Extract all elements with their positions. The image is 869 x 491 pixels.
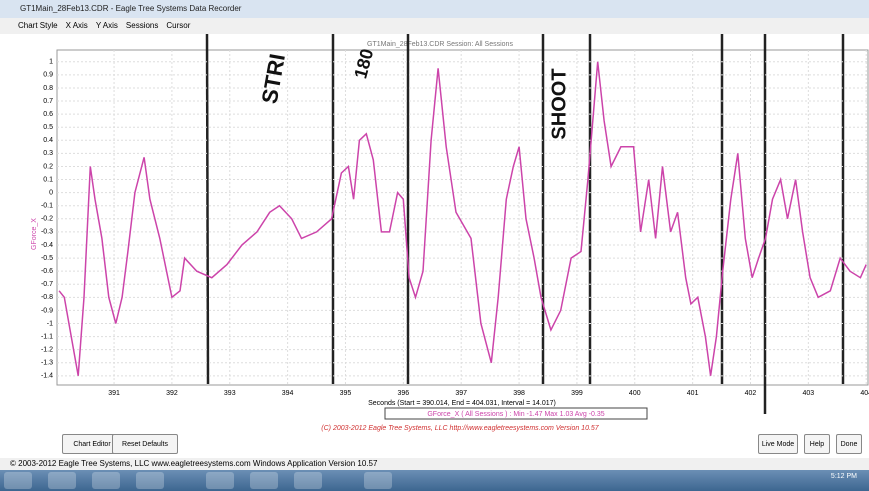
taskbar-icon[interactable]	[364, 472, 392, 489]
start-button[interactable]	[4, 472, 32, 489]
y-tick-label: -0.1	[41, 203, 53, 210]
y-tick-label: 0	[49, 189, 53, 196]
menu-item[interactable]: Y Axis	[95, 21, 118, 30]
legend-box	[384, 407, 648, 420]
y-tick-label: -1.3	[41, 360, 53, 367]
chart: GT1Main_28Feb13.CDR Session: All Session…	[31, 34, 869, 432]
x-tick-label: 401	[687, 390, 699, 397]
taskbar: 5:12 PM	[0, 470, 869, 491]
y-tick-label: 0.6	[43, 111, 53, 118]
y-tick-label: -0.9	[41, 307, 53, 314]
chart-title: GT1Main_28Feb13.CDR Session: All Session…	[367, 41, 513, 48]
taskbar-icon[interactable]	[206, 472, 234, 489]
taskbar-icon[interactable]	[294, 472, 322, 489]
x-tick-label: 393	[224, 390, 236, 397]
x-tick-label: 392	[166, 390, 178, 397]
y-tick-label: -0.7	[41, 281, 53, 288]
y-tick-label: 0.4	[43, 137, 53, 144]
menu-bar: Chart Style X Axis Y Axis Sessions Cursor	[0, 18, 869, 34]
y-tick-label: 0.7	[43, 98, 53, 105]
y-tick-label: -0.2	[41, 216, 53, 223]
menu-item[interactable]: Cursor	[166, 21, 191, 30]
x-axis-label: Seconds (Start = 390.014, End = 404.031,…	[368, 400, 556, 407]
x-tick-label: 403	[803, 390, 815, 397]
title-bar: GT1Main_28Feb13.CDR - Eagle Tree Systems…	[0, 0, 869, 18]
button[interactable]: Reset Defaults	[112, 434, 178, 454]
x-tick-label: 396	[397, 390, 409, 397]
y-tick-label: 0.2	[43, 163, 53, 170]
menu-item[interactable]: Chart Style	[18, 21, 58, 30]
handwritten-annotation: SHOOT	[548, 68, 570, 139]
x-tick-label: 399	[571, 390, 583, 397]
button[interactable]: Help	[804, 434, 830, 454]
menu-item[interactable]: X Axis	[65, 21, 88, 30]
y-tick-label: 0.8	[43, 85, 53, 92]
taskbar-icon[interactable]	[250, 472, 278, 489]
x-tick-label: 395	[340, 390, 352, 397]
y-tick-label: 0.5	[43, 124, 53, 131]
y-tick-label: -1.4	[41, 373, 53, 380]
x-tick-label: 400	[629, 390, 641, 397]
y-tick-label: -0.8	[41, 294, 53, 301]
y-tick-label: -1	[47, 320, 53, 327]
y-tick-label: -0.5	[41, 255, 53, 262]
menu-item[interactable]: Sessions	[125, 21, 159, 30]
clock: 5:12 PM	[830, 473, 857, 480]
plot-area	[56, 49, 869, 386]
y-tick-label: -1.1	[41, 333, 53, 340]
taskbar-icon[interactable]	[92, 472, 120, 489]
x-tick-label: 397	[455, 390, 467, 397]
x-tick-label: 404	[860, 390, 869, 397]
taskbar-icon[interactable]	[48, 472, 76, 489]
y-tick-label: 0.9	[43, 72, 53, 79]
y-tick-label: -0.6	[41, 268, 53, 275]
y-axis-label: GForce_X	[31, 218, 38, 250]
x-tick-label: 402	[745, 390, 757, 397]
y-tick-label: 0.1	[43, 176, 53, 183]
data-line	[58, 61, 867, 376]
y-tick-label: 0.3	[43, 150, 53, 157]
taskbar-icon[interactable]	[136, 472, 164, 489]
x-tick-label: 398	[513, 390, 525, 397]
y-tick-label: -1.2	[41, 347, 53, 354]
copyright: (C) 2003-2012 Eagle Tree Systems, LLC ht…	[321, 425, 600, 432]
grid	[57, 50, 868, 385]
status-bar: © 2003-2012 Eagle Tree Systems, LLC www.…	[0, 458, 869, 470]
legend-text: GForce_X ( All Sessions ) : Min -1.47 Ma…	[427, 411, 604, 418]
x-tick-label: 394	[282, 390, 294, 397]
y-tick-label: 1	[49, 59, 53, 66]
x-tick-label: 391	[108, 390, 120, 397]
button[interactable]: Live Mode	[758, 434, 798, 454]
button[interactable]: Done	[836, 434, 862, 454]
y-tick-label: -0.3	[41, 229, 53, 236]
y-tick-label: -0.4	[41, 242, 53, 249]
